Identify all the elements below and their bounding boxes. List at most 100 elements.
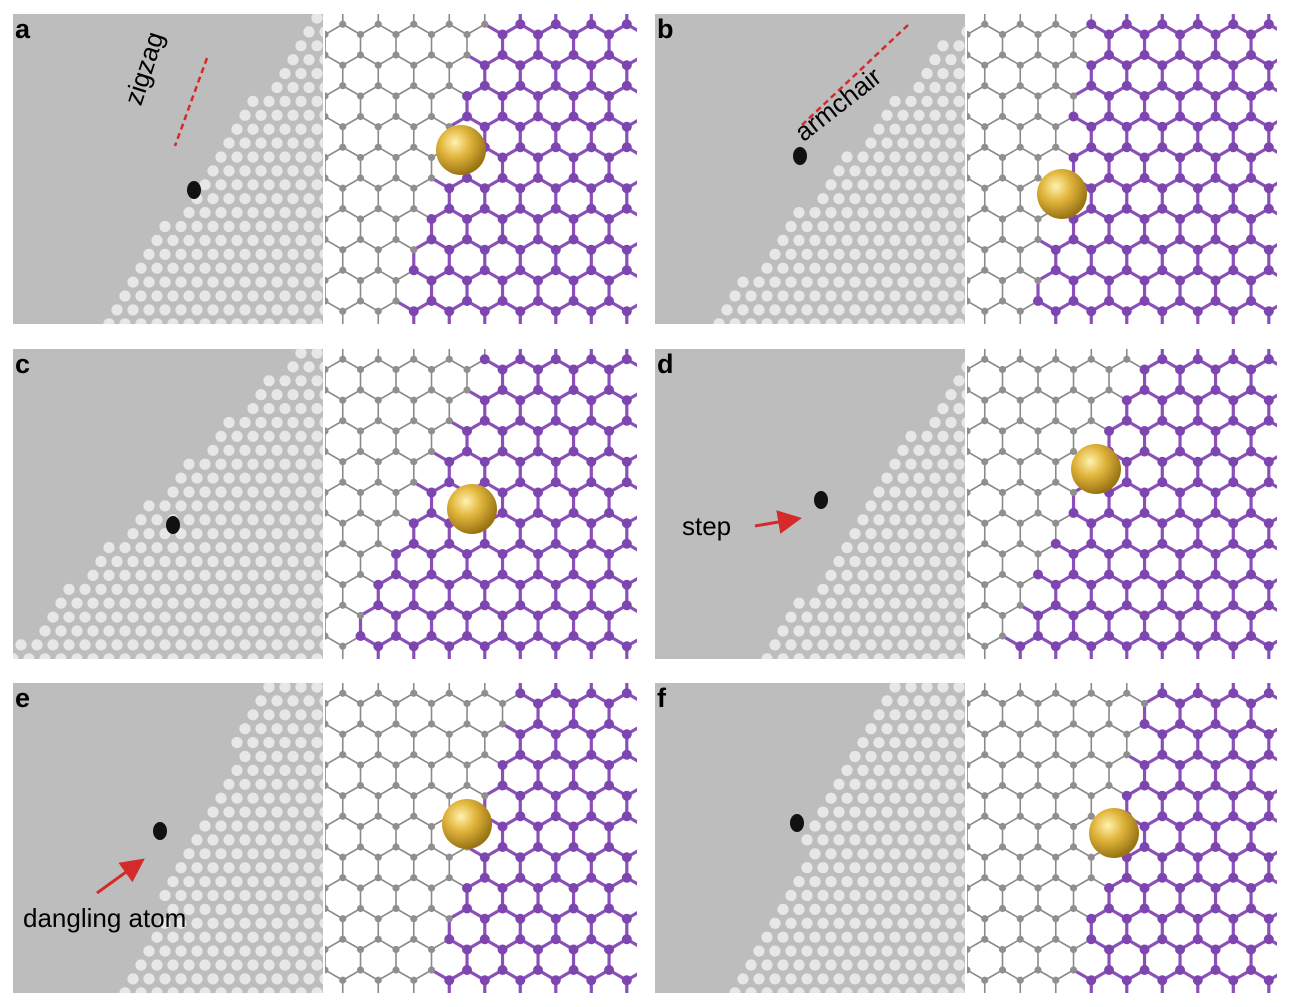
atom-column bbox=[937, 792, 949, 804]
atom-column bbox=[929, 528, 941, 540]
substrate-atom bbox=[1068, 549, 1079, 559]
atom-column bbox=[793, 625, 805, 637]
atom-column bbox=[295, 403, 307, 415]
substrate-atom bbox=[462, 426, 473, 436]
atom-column bbox=[159, 248, 171, 260]
lattice-atom bbox=[325, 570, 329, 579]
atom-column bbox=[191, 973, 203, 985]
substrate-atom bbox=[1104, 275, 1115, 286]
substrate-atom bbox=[408, 518, 419, 529]
atom-column bbox=[921, 653, 933, 659]
substrate-atom bbox=[1086, 60, 1097, 71]
atom-column bbox=[207, 444, 219, 456]
atom-column bbox=[183, 290, 195, 302]
substrate-atom bbox=[568, 234, 579, 245]
atom-column bbox=[937, 987, 949, 993]
lattice-atom bbox=[339, 266, 347, 274]
atom-column bbox=[937, 68, 949, 80]
atom-column bbox=[111, 611, 123, 623]
atom-column bbox=[833, 862, 845, 874]
atom-column bbox=[287, 220, 299, 233]
atom-column bbox=[929, 500, 941, 512]
lattice-atom bbox=[1034, 30, 1042, 39]
atom-column bbox=[953, 737, 965, 749]
atom-column bbox=[929, 193, 941, 205]
atom-column bbox=[841, 207, 853, 219]
atom-column bbox=[961, 945, 965, 957]
atom-column bbox=[889, 737, 901, 749]
substrate-atom bbox=[444, 203, 455, 214]
lattice-atom bbox=[356, 822, 365, 831]
atom-column bbox=[905, 234, 917, 246]
lattice-atom bbox=[445, 689, 453, 697]
atom-column bbox=[239, 472, 251, 484]
lattice-atom bbox=[427, 904, 436, 913]
substrate-atom bbox=[1157, 477, 1168, 488]
substrate-atom bbox=[1086, 244, 1097, 255]
atom-column bbox=[199, 820, 211, 832]
atom-column bbox=[961, 500, 965, 512]
atom-column bbox=[961, 862, 965, 873]
substrate-atom bbox=[1157, 456, 1168, 467]
panel-label-a: a bbox=[15, 14, 31, 44]
substrate-atom bbox=[462, 214, 473, 224]
atom-column bbox=[311, 653, 323, 659]
tem-image-f-svg bbox=[729, 683, 965, 993]
atom-column bbox=[889, 903, 901, 915]
lattice-atom bbox=[998, 509, 1007, 517]
substrate-atom bbox=[1192, 729, 1203, 740]
atom-column bbox=[199, 653, 211, 659]
lattice-atom bbox=[410, 812, 418, 820]
atom-column bbox=[809, 207, 821, 219]
atom-column bbox=[945, 834, 957, 846]
lattice-atom bbox=[1069, 92, 1078, 100]
atom-column bbox=[945, 500, 957, 512]
atom-column bbox=[881, 165, 893, 177]
substrate-atom bbox=[568, 364, 579, 375]
atom-column bbox=[953, 848, 965, 860]
tem-image-b bbox=[655, 14, 965, 324]
atom-column bbox=[239, 528, 251, 540]
substrate-atom bbox=[550, 306, 561, 317]
atomic-model-c-svg bbox=[325, 349, 637, 659]
atom-column bbox=[945, 555, 957, 568]
substrate-atom bbox=[1228, 729, 1239, 740]
substrate-atom bbox=[1033, 569, 1044, 580]
atom-column bbox=[905, 95, 917, 107]
atom-column bbox=[319, 276, 323, 288]
substrate-atom bbox=[1175, 296, 1186, 306]
atom-column bbox=[881, 109, 893, 121]
atom-column bbox=[777, 318, 789, 324]
atom-column bbox=[913, 304, 925, 316]
lattice-atom bbox=[392, 276, 400, 285]
substrate-atom bbox=[479, 60, 490, 71]
substrate-atom bbox=[586, 641, 597, 652]
atom-column bbox=[873, 569, 885, 581]
atom-column bbox=[223, 276, 235, 288]
atom-column bbox=[143, 304, 155, 316]
atom-column bbox=[937, 625, 949, 637]
atom-column bbox=[897, 248, 909, 260]
atom-column bbox=[295, 653, 307, 659]
atom-column bbox=[231, 848, 243, 860]
atom-column bbox=[889, 931, 901, 943]
atom-column bbox=[191, 555, 203, 568]
atom-column bbox=[945, 973, 957, 985]
lattice-atom bbox=[1034, 447, 1042, 456]
substrate-atom bbox=[621, 395, 632, 406]
lattice-atom bbox=[981, 689, 989, 697]
atom-column bbox=[207, 304, 219, 316]
lattice-atom bbox=[1016, 478, 1024, 486]
substrate-atom bbox=[462, 173, 473, 183]
lattice-atom bbox=[410, 478, 418, 486]
atom-column bbox=[279, 430, 291, 442]
atom-column bbox=[857, 625, 869, 637]
atom-column bbox=[825, 931, 837, 943]
substrate-atom bbox=[1104, 234, 1115, 245]
substrate-atom bbox=[1210, 631, 1221, 641]
lattice-atom bbox=[427, 761, 436, 769]
substrate-atom bbox=[1228, 121, 1239, 132]
substrate-atom bbox=[515, 790, 526, 801]
atom-column bbox=[303, 81, 315, 94]
lattice-atom bbox=[463, 781, 471, 790]
